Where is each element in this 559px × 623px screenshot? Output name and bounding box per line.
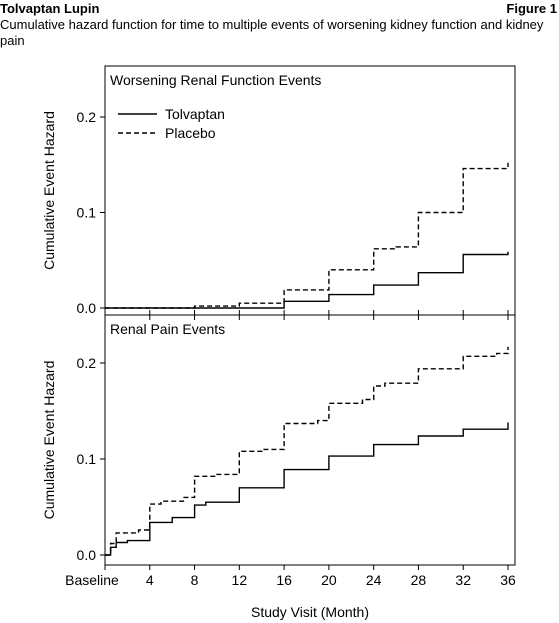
- y-axis-label: Cumulative Event Hazard: [41, 361, 57, 520]
- legend-label-tolvaptan: Tolvaptan: [165, 106, 225, 122]
- drug-name-header: Tolvaptan Lupin: [0, 1, 100, 16]
- series-line-tolvaptan: [105, 251, 509, 309]
- y-axis-label: Cumulative Event Hazard: [41, 111, 57, 270]
- plot-frame: [104, 65, 516, 316]
- series-line-placebo: [105, 346, 509, 556]
- legend-label-placebo: Placebo: [165, 125, 216, 141]
- figure-number: Figure 1: [506, 1, 557, 16]
- worsening-renal-function-panel: Worsening Renal Function Events 0.0 0.1 0.2…: [41, 65, 516, 316]
- y-tick-label: 0.2: [77, 355, 97, 371]
- x-tick-label: 28: [411, 572, 427, 588]
- y-tick-label: 0.0: [77, 547, 97, 563]
- x-tick-label: 12: [232, 572, 248, 588]
- series-line-placebo: [105, 162, 509, 309]
- x-tick-label: 4: [146, 572, 154, 588]
- panel-title: Renal Pain Events: [110, 321, 225, 337]
- x-tick-label: 20: [321, 572, 337, 588]
- series-line-tolvaptan: [105, 422, 509, 556]
- figure-caption: Cumulative hazard function for time to m…: [0, 17, 544, 48]
- plot-frame: [104, 314, 516, 566]
- x-tick-label: 36: [500, 572, 516, 588]
- x-tick-label: Baseline: [65, 572, 119, 588]
- y-tick-label: 0.1: [77, 451, 97, 467]
- y-tick-label: 0.2: [77, 109, 97, 125]
- x-axis: Baseline 4 8 12 16 20 24 28 32 36 Study Visit (Mon…: [65, 310, 516, 620]
- x-tick-label: 16: [276, 572, 292, 588]
- panel-title: Worsening Renal Function Events: [110, 72, 321, 88]
- x-tick-label: 24: [366, 572, 382, 588]
- x-tick-label: 32: [455, 572, 471, 588]
- x-tick-label: 8: [191, 572, 199, 588]
- y-tick-label: 0.1: [77, 205, 97, 221]
- x-axis-label: Study Visit (Month): [251, 604, 369, 620]
- y-tick-label: 0.0: [77, 300, 97, 316]
- renal-pain-panel: Renal Pain Events 0.0 0.1 0.2 Cumulative Eve…: [41, 314, 516, 566]
